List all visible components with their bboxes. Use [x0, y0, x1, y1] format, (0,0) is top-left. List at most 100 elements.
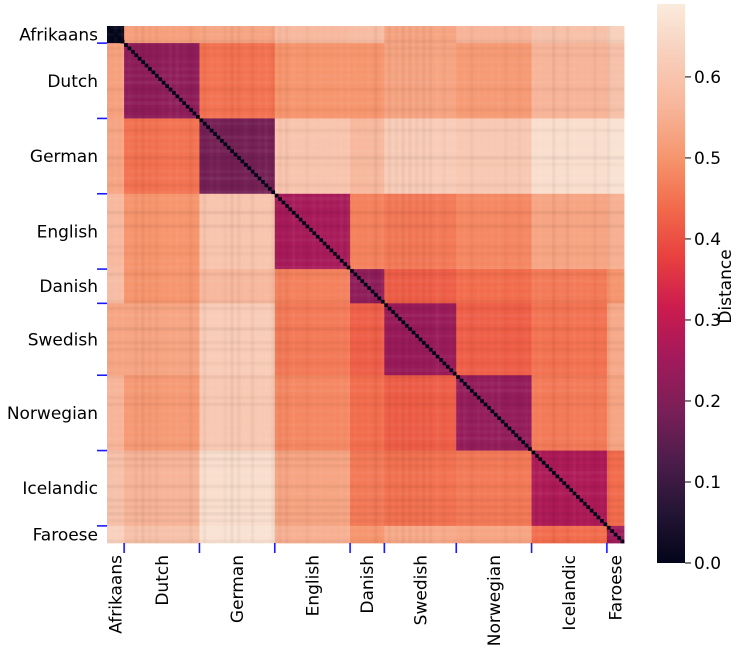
diagonal-cell [435, 354, 440, 359]
heatmap-cell-norwegian-danish [350, 375, 385, 451]
diagonal-cell [261, 180, 265, 184]
diagonal-cell [442, 361, 447, 366]
heatmap-cell-danish-dutch [124, 269, 200, 304]
diagonal-cell [469, 388, 474, 393]
heatmap-cell-swedish-german [199, 303, 276, 376]
diagonal-cell [305, 224, 310, 229]
heatmap-cell-icelandic-afrikaans [107, 450, 125, 527]
diagonal-cell [319, 238, 323, 242]
heatmap-cell-german-dutch [124, 118, 200, 195]
heatmap-cell-dutch-afrikaans [107, 43, 125, 119]
heatmap-cell-icelandic-german [199, 450, 276, 527]
diagonal-cell [302, 221, 306, 225]
diagonal-cell [161, 80, 166, 85]
diagonal-cell [415, 334, 419, 338]
heatmap-texture [107, 26, 624, 543]
heatmap-cell-english-icelandic [531, 193, 608, 270]
diagonal-cell [165, 84, 169, 88]
row-shade [107, 492, 624, 495]
diagonal-cell [199, 118, 204, 123]
heatmap-cell-icelandic-faroese [606, 450, 625, 527]
diagonal-cell [586, 505, 591, 510]
diagonal-cell [264, 183, 269, 188]
diagonal-cell [315, 234, 320, 239]
diagonal-cell [483, 402, 488, 407]
diagonal-cell [226, 145, 231, 150]
diagonal-cell [473, 392, 478, 397]
row-shade [107, 210, 624, 215]
diagonal-cell [356, 275, 361, 280]
diagonal-cell [480, 399, 484, 403]
colorbar-label: Distance [716, 249, 736, 323]
heatmap-cell-icelandic-norwegian [456, 450, 532, 527]
diagonal-cell [596, 515, 601, 520]
diagonal-cell [312, 231, 317, 236]
heatmap-cell-dutch-english [274, 43, 351, 119]
heatmap-cell-faroese-english [274, 525, 351, 544]
x-tick-label-icelandic: Icelandic [560, 555, 580, 631]
diagonal-cell [134, 53, 139, 58]
diagonal-cell [613, 532, 618, 537]
colorbar-tick-label: 0.2 [694, 392, 721, 412]
diagonal-cell [456, 375, 460, 379]
diagonal-cell [202, 121, 207, 126]
heatmap-cell-danish-faroese [606, 269, 625, 304]
diagonal-cell [151, 70, 156, 75]
heatmap-cell-dutch-german [199, 43, 276, 119]
heatmap-cell-norwegian-icelandic [531, 375, 608, 451]
colorbar: 0.0 0.1 0.2 0.3 0.4 0.5 0.6 Distance [657, 4, 736, 574]
diagonal-cell [620, 539, 625, 544]
heatmap-cell-english-afrikaans [107, 193, 125, 270]
heatmap-cells [107, 26, 625, 544]
row-shade [107, 135, 624, 139]
diagonal-cell [439, 358, 443, 362]
diagonal-cell [367, 286, 371, 290]
diagonal-cell [606, 525, 611, 530]
diagonal-cell [528, 447, 532, 451]
y-tick-label-german: German [30, 147, 98, 167]
diagonal-cell [572, 491, 577, 496]
diagonal-cell [391, 310, 395, 314]
heatmap-cell-danish-norwegian [456, 269, 532, 304]
heatmap-cell-swedish-faroese [606, 303, 625, 376]
row-shade [107, 519, 624, 522]
heatmap-cell-german-english [274, 118, 351, 195]
diagonal-cell [137, 56, 142, 61]
heatmap-cell-danish-icelandic [531, 269, 608, 304]
diagonal-cell [401, 320, 406, 325]
row-shade [107, 176, 624, 181]
heatmap-cell-faroese-german [199, 525, 276, 544]
diagonal-cell [576, 495, 580, 499]
diagonal-cell [233, 152, 238, 157]
heatmap-cell-icelandic-english [274, 450, 351, 527]
diagonal-cell [514, 433, 519, 438]
colorbar-tick-label: 0.1 [694, 473, 721, 493]
diagonal-cell [408, 327, 413, 332]
diagonal-cell [141, 60, 145, 64]
diagonal-cell [541, 460, 546, 465]
heatmap-cell-faroese-afrikaans [107, 525, 125, 544]
x-tick-label-faroese: Faroese [606, 555, 626, 620]
heatmap-cell-english-faroese [606, 193, 625, 270]
col-shade [607, 26, 610, 543]
col-shade [552, 26, 555, 543]
col-shade [559, 26, 562, 543]
diagonal-cell [339, 258, 344, 263]
row-shade [107, 149, 624, 153]
diagonal-cell [247, 166, 252, 171]
diagonal-cell [545, 464, 549, 468]
heatmap-cell-swedish-danish [350, 303, 385, 376]
col-shade [579, 26, 582, 543]
row-shade [107, 485, 624, 488]
heatmap-cell-afrikaans-english [274, 26, 351, 44]
diagonal-cell [237, 156, 241, 160]
heatmap-cell-danish-english [274, 269, 351, 304]
diagonal-cell [107, 26, 111, 30]
heatmap-cell-afrikaans-dutch [124, 26, 200, 44]
diagonal-cell [432, 351, 436, 355]
diagonal-cell [291, 210, 296, 215]
diagonal-cell [124, 43, 128, 47]
diagonal-cell [346, 265, 351, 270]
x-tick-label-dutch: Dutch [153, 555, 173, 606]
